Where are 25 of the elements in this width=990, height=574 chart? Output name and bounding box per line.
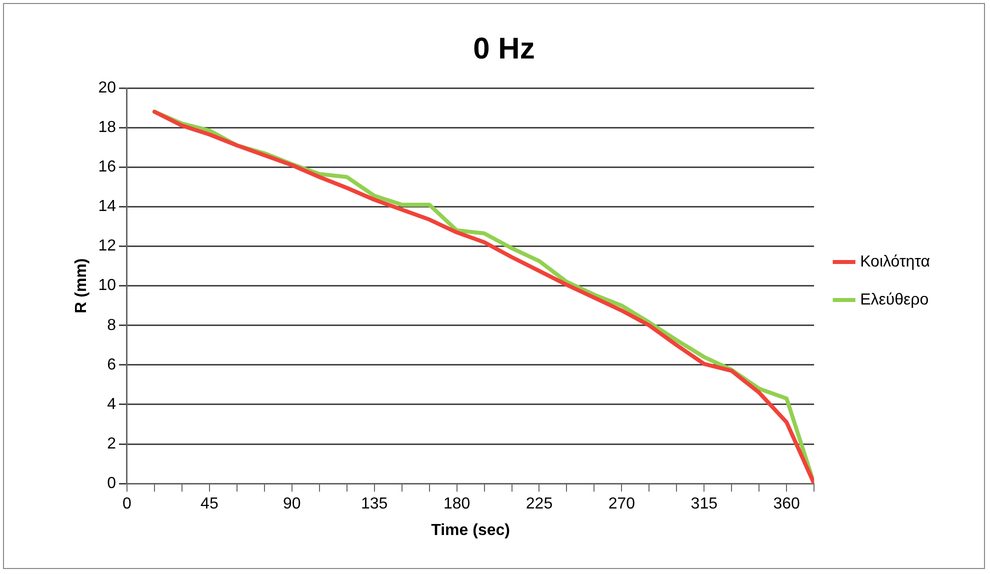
x-tick-label: 315 [690,496,718,513]
y-axis-title: R (mm) [73,258,90,314]
x-tick-label: 135 [360,496,388,513]
y-tick-label: 10 [98,277,116,294]
x-tick-label: 360 [773,496,800,513]
x-tick-label: 0 [122,496,132,513]
y-tick-label: 16 [98,158,116,176]
y-tick-label: 6 [107,356,116,374]
y-tick-label: 18 [98,118,116,136]
x-tick-label: 225 [526,496,553,513]
legend-label: Ελεύθερο [860,291,929,308]
y-tick-label: 2 [107,435,116,452]
y-tick-label: 20 [98,79,116,96]
x-tick-label: 180 [443,496,470,513]
x-tick-label: 270 [608,496,636,513]
y-tick-label: 4 [107,396,116,413]
chart-title: 0 Hz [473,32,535,66]
x-tick-label: 90 [283,496,301,513]
legend-label: Κοιλότητα [860,253,930,270]
y-tick-label: 14 [98,198,116,216]
x-tick-label: 45 [200,496,218,513]
y-tick-label: 0 [107,475,116,492]
x-axis-title: Time (sec) [431,522,510,539]
y-tick-label: 12 [98,238,116,255]
y-tick-label: 8 [107,316,116,334]
